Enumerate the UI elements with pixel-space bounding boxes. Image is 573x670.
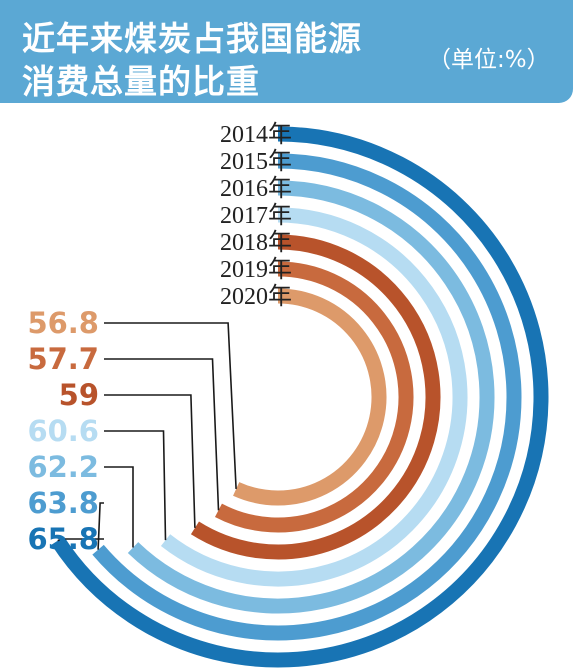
chart-title-line-2: 消费总量的比重 bbox=[22, 62, 260, 101]
leader-line-2 bbox=[97, 502, 104, 550]
leader-line-6 bbox=[104, 358, 220, 511]
value-label-2: 63.8 bbox=[27, 486, 99, 520]
leader-line-1 bbox=[57, 538, 104, 542]
leader-line-7 bbox=[104, 322, 237, 489]
chart-title-line-1: 近年来煤炭占我国能源 bbox=[22, 19, 362, 58]
year-label-6: 2019年 bbox=[220, 256, 292, 283]
title-banner: 近年来煤炭占我国能源 消费总量的比重 （单位:%） bbox=[0, 0, 573, 103]
leader-line-5 bbox=[104, 394, 196, 528]
year-label-2: 2015年 bbox=[220, 148, 292, 175]
value-label-6: 57.7 bbox=[27, 342, 99, 376]
year-label-5: 2018年 bbox=[220, 229, 292, 256]
year-label-7: 2020年 bbox=[220, 283, 292, 310]
ring-bar-5 bbox=[190, 234, 441, 560]
ring-bar-1 bbox=[51, 126, 549, 668]
year-label-4: 2017年 bbox=[220, 202, 292, 229]
unit-label: （单位:%） bbox=[428, 47, 550, 73]
year-label-1: 2014年 bbox=[220, 121, 292, 148]
ring-bar-2 bbox=[92, 153, 522, 641]
value-label-1: 65.8 bbox=[27, 522, 99, 556]
leader-line-3 bbox=[104, 466, 134, 548]
ring-bar-3 bbox=[127, 180, 495, 614]
year-label-3: 2016年 bbox=[220, 175, 292, 202]
ring-bar-7 bbox=[233, 288, 387, 506]
value-label-4: 60.6 bbox=[27, 414, 99, 448]
value-label-3: 62.2 bbox=[27, 450, 99, 484]
leader-line-4 bbox=[104, 430, 167, 541]
ring-bar-6 bbox=[214, 261, 414, 533]
value-label-7: 56.8 bbox=[27, 306, 99, 340]
ring-bar-4 bbox=[160, 207, 468, 587]
value-label-5: 59 bbox=[59, 378, 99, 412]
